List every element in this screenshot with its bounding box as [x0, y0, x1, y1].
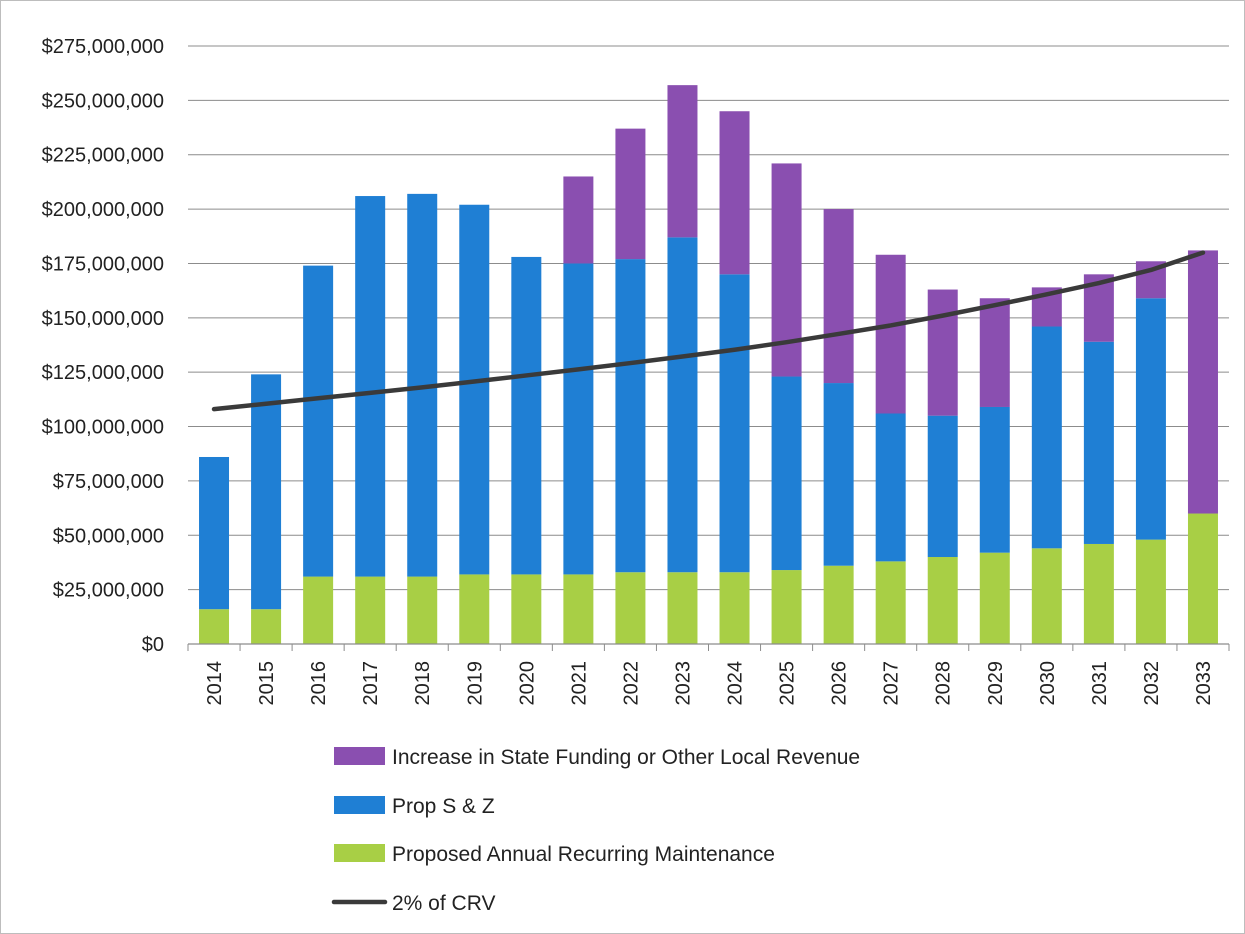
y-tick-label: $0 [142, 634, 164, 656]
x-tick-label: 2031 [1089, 661, 1111, 706]
bar-segment-prop-s-z [199, 456, 230, 610]
bar-segment-increase-in-state-funding-or-other-local-revenue [927, 289, 958, 416]
bar-segment-prop-s-z [303, 265, 334, 577]
bar-segment-increase-in-state-funding-or-other-local-revenue [1187, 250, 1218, 514]
y-tick-label: $25,000,000 [53, 580, 164, 602]
y-tick-label: $100,000,000 [42, 417, 164, 439]
x-tick-label: 2030 [1037, 661, 1059, 706]
bar-segment-prop-s-z [927, 415, 958, 558]
bar-segment-proposed-annual-recurring-maintenance [1187, 513, 1218, 644]
bar-segment-prop-s-z [875, 413, 906, 562]
bar-segment-increase-in-state-funding-or-other-local-revenue [563, 176, 594, 264]
bar-segment-proposed-annual-recurring-maintenance [407, 576, 438, 644]
bar-segment-prop-s-z [511, 256, 542, 575]
bar-segment-proposed-annual-recurring-maintenance [1031, 548, 1062, 644]
bar-segment-prop-s-z [979, 406, 1010, 553]
bar-segment-proposed-annual-recurring-maintenance [563, 574, 594, 644]
bar-segment-increase-in-state-funding-or-other-local-revenue [979, 298, 1010, 407]
legend-swatch [334, 747, 385, 765]
bar-segment-proposed-annual-recurring-maintenance [771, 570, 802, 644]
bar-segment-proposed-annual-recurring-maintenance [1135, 539, 1166, 644]
bar-segment-proposed-annual-recurring-maintenance [251, 609, 282, 644]
legend-label: Increase in State Funding or Other Local… [392, 746, 860, 769]
x-tick-label: 2029 [985, 661, 1007, 706]
y-tick-label: $150,000,000 [42, 308, 164, 330]
bar-segment-proposed-annual-recurring-maintenance [511, 574, 542, 644]
legend-label: Proposed Annual Recurring Maintenance [392, 843, 775, 866]
bar-segment-prop-s-z [719, 274, 750, 573]
bar-segment-proposed-annual-recurring-maintenance [199, 609, 230, 644]
legend-swatch [334, 844, 385, 862]
legend-label: Prop S & Z [392, 795, 495, 818]
bar-segment-increase-in-state-funding-or-other-local-revenue [719, 111, 750, 275]
bar-segment-increase-in-state-funding-or-other-local-revenue [823, 209, 854, 384]
x-tick-label: 2032 [1141, 661, 1163, 706]
bar-segment-increase-in-state-funding-or-other-local-revenue [875, 254, 906, 414]
bar-segment-proposed-annual-recurring-maintenance [875, 561, 906, 644]
x-tick-label: 2014 [204, 661, 226, 706]
x-tick-label: 2020 [516, 661, 538, 706]
bar-segment-proposed-annual-recurring-maintenance [979, 552, 1010, 644]
y-axis-tick-labels: $0 $25,000,000 $50,000,000 $75,000,000 $100,… [42, 36, 164, 656]
crv-line [211, 250, 1206, 412]
bar-segment-prop-s-z [1135, 298, 1166, 540]
y-tick-label: $275,000,000 [42, 36, 164, 58]
x-tick-label: 2028 [933, 661, 955, 706]
bar-segment-prop-s-z [251, 374, 282, 610]
x-tick-label: 2025 [777, 661, 799, 706]
x-tick-label: 2027 [881, 661, 903, 706]
y-tick-label: $175,000,000 [42, 253, 164, 275]
x-tick-label: 2033 [1193, 661, 1215, 706]
x-tick-label: 2017 [360, 661, 382, 706]
x-tick-label: 2026 [829, 661, 851, 706]
bar-segment-prop-s-z [459, 204, 490, 575]
y-tick-label: $125,000,000 [42, 362, 164, 384]
x-axis [187, 643, 1230, 651]
bar-segment-prop-s-z [771, 376, 802, 571]
bar-segment-proposed-annual-recurring-maintenance [459, 574, 490, 644]
bar-segment-increase-in-state-funding-or-other-local-revenue [615, 128, 646, 260]
legend: Increase in State Funding or Other Local… [331, 746, 860, 915]
y-tick-label: $50,000,000 [53, 525, 164, 547]
legend-label: 2% of CRV [392, 892, 496, 915]
x-axis-tick-labels: 2014 2015 2016 2017 2018 2019 2020 2021 2022 2023… [204, 661, 1215, 706]
bar-segment-proposed-annual-recurring-maintenance [719, 572, 750, 644]
bar-segment-proposed-annual-recurring-maintenance [823, 565, 854, 644]
gridlines [188, 45, 1229, 591]
bars [199, 85, 1218, 644]
y-tick-label: $75,000,000 [53, 471, 164, 493]
bar-segment-prop-s-z [355, 196, 386, 577]
bar-segment-prop-s-z [615, 259, 646, 573]
x-tick-label: 2021 [568, 661, 590, 706]
bar-segment-proposed-annual-recurring-maintenance [927, 557, 958, 644]
bar-segment-prop-s-z [667, 237, 698, 573]
x-tick-label: 2018 [412, 661, 434, 706]
bar-segment-prop-s-z [563, 263, 594, 575]
bar-segment-prop-s-z [1083, 341, 1114, 544]
bar-segment-increase-in-state-funding-or-other-local-revenue [667, 85, 698, 238]
y-tick-label: $200,000,000 [42, 199, 164, 221]
x-tick-label: 2022 [620, 661, 642, 706]
x-tick-label: 2023 [672, 661, 694, 706]
x-tick-label: 2019 [464, 661, 486, 706]
y-tick-label: $225,000,000 [42, 145, 164, 167]
bar-segment-proposed-annual-recurring-maintenance [303, 576, 334, 644]
x-tick-label: 2015 [256, 661, 278, 706]
x-tick-label: 2016 [308, 661, 330, 706]
x-tick-label: 2024 [725, 661, 747, 706]
bar-segment-proposed-annual-recurring-maintenance [615, 572, 646, 644]
bar-segment-proposed-annual-recurring-maintenance [355, 576, 386, 644]
legend-swatch [334, 796, 385, 814]
bar-segment-proposed-annual-recurring-maintenance [667, 572, 698, 644]
bar-segment-proposed-annual-recurring-maintenance [1083, 543, 1114, 644]
bar-segment-prop-s-z [1031, 326, 1062, 549]
y-tick-label: $250,000,000 [42, 90, 164, 112]
bar-segment-prop-s-z [823, 383, 854, 566]
crv-line-layer [211, 250, 1206, 412]
